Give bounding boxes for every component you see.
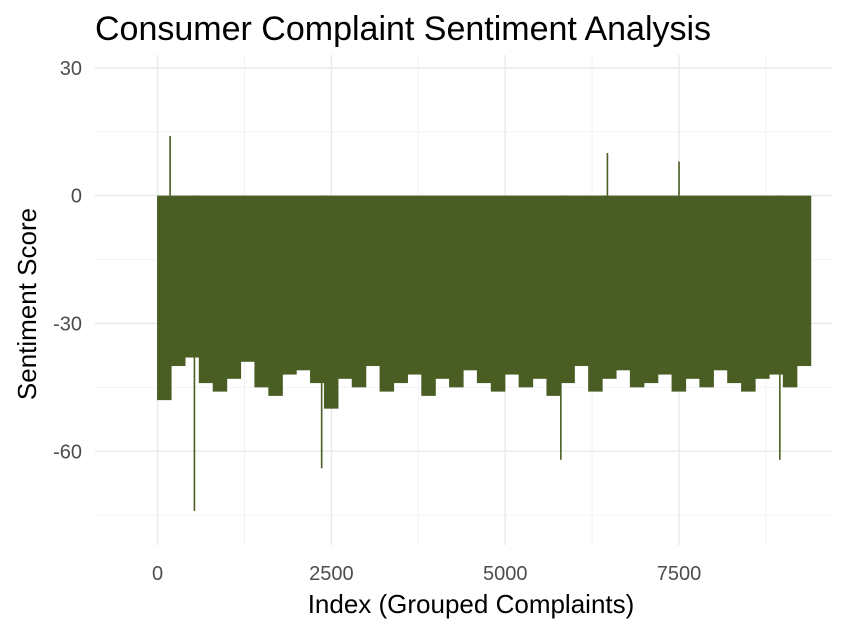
bar: [282, 195, 297, 375]
bar: [170, 195, 186, 367]
bar: [365, 195, 381, 367]
bar: [532, 195, 548, 379]
bar: [449, 195, 464, 388]
bar: [184, 195, 200, 358]
bar-spike: [678, 161, 680, 196]
bar: [490, 195, 506, 392]
bar-spike: [193, 195, 196, 511]
bar: [796, 195, 812, 367]
bar: [504, 195, 520, 375]
bar: [768, 195, 784, 375]
bar: [546, 195, 561, 396]
bar: [198, 195, 214, 384]
y-axis-title: Sentiment Score: [12, 208, 42, 400]
y-tick-label: 30: [60, 58, 82, 80]
bar: [268, 195, 283, 396]
x-tick-labels: 0 2500 5000 7500: [152, 563, 701, 585]
bar: [741, 195, 756, 392]
bar: [421, 195, 436, 396]
bar: [476, 195, 492, 384]
x-tick-label: 0: [152, 563, 163, 585]
bar-spike: [560, 195, 562, 460]
bar: [323, 195, 339, 409]
bar: [727, 195, 742, 384]
bar: [463, 195, 478, 371]
bar: [671, 195, 687, 392]
y-tick-label: 0: [71, 186, 82, 208]
bar: [240, 195, 256, 362]
bar: [574, 195, 589, 367]
bar: [254, 195, 269, 388]
bar: [518, 195, 534, 388]
bar: [379, 195, 395, 392]
bar: [615, 195, 631, 371]
bar: [560, 195, 575, 384]
bar: [226, 195, 242, 379]
bars-group: [157, 135, 812, 511]
bar-spike: [169, 135, 171, 196]
bar: [657, 195, 673, 375]
bar-spike: [606, 153, 609, 196]
bar: [407, 195, 422, 375]
bar: [713, 195, 728, 371]
bar: [782, 195, 798, 388]
bar: [435, 195, 450, 379]
x-tick-label: 2500: [309, 563, 354, 585]
bar: [212, 195, 228, 392]
bar: [588, 195, 603, 392]
bar: [699, 195, 714, 388]
bar: [643, 195, 659, 384]
x-axis-title: Index (Grouped Complaints): [308, 589, 635, 619]
bar: [685, 195, 700, 379]
bar: [629, 195, 645, 388]
chart-title: Consumer Complaint Sentiment Analysis: [95, 10, 711, 48]
bar: [602, 195, 617, 379]
bar: [157, 195, 172, 401]
bar-spike: [779, 195, 781, 460]
y-tick-label: -60: [53, 441, 82, 463]
bar: [296, 195, 311, 371]
y-tick-labels: 30 0 -30 -60: [53, 58, 82, 463]
bar: [393, 195, 408, 384]
x-tick-label: 7500: [657, 563, 702, 585]
bar: [351, 195, 367, 388]
bar-spike: [320, 195, 323, 469]
bar: [337, 195, 353, 379]
bar: [755, 195, 770, 379]
y-tick-label: -30: [53, 313, 82, 335]
x-tick-label: 5000: [483, 563, 528, 585]
